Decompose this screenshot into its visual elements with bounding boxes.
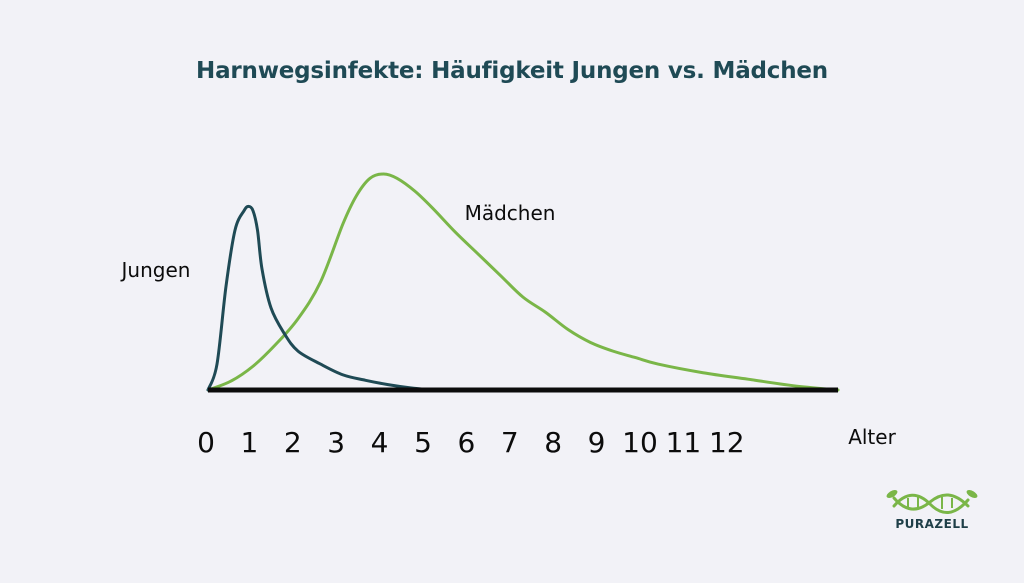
dna-leaf-icon bbox=[886, 490, 978, 514]
x-tick-label: 12 bbox=[709, 426, 745, 459]
x-tick-label: 2 bbox=[284, 426, 302, 459]
x-tick-label: 0 bbox=[197, 426, 215, 459]
x-tick-label: 1 bbox=[240, 426, 258, 459]
x-tick-label: 7 bbox=[501, 426, 519, 459]
x-tick-label: 8 bbox=[544, 426, 562, 459]
x-tick-label: 5 bbox=[414, 426, 432, 459]
x-tick-label: 9 bbox=[588, 426, 606, 459]
brand-name: PURAZELL bbox=[895, 517, 969, 531]
series-label-maedchen: Mädchen bbox=[465, 201, 556, 225]
series-label-jungen: Jungen bbox=[120, 258, 191, 282]
x-tick-label: 11 bbox=[666, 426, 702, 459]
chart-title: Harnwegsinfekte: Häufigkeit Jungen vs. M… bbox=[196, 58, 828, 84]
brand-logo: PURAZELL bbox=[884, 488, 980, 538]
series-line-jungen bbox=[206, 204, 435, 392]
x-axis-label: Alter bbox=[848, 425, 896, 449]
x-tick-label: 3 bbox=[327, 426, 345, 459]
series-line-maedchen bbox=[206, 172, 840, 392]
x-tick-label: 4 bbox=[371, 426, 389, 459]
x-tick-label: 10 bbox=[622, 426, 658, 459]
x-tick-label: 6 bbox=[457, 426, 475, 459]
